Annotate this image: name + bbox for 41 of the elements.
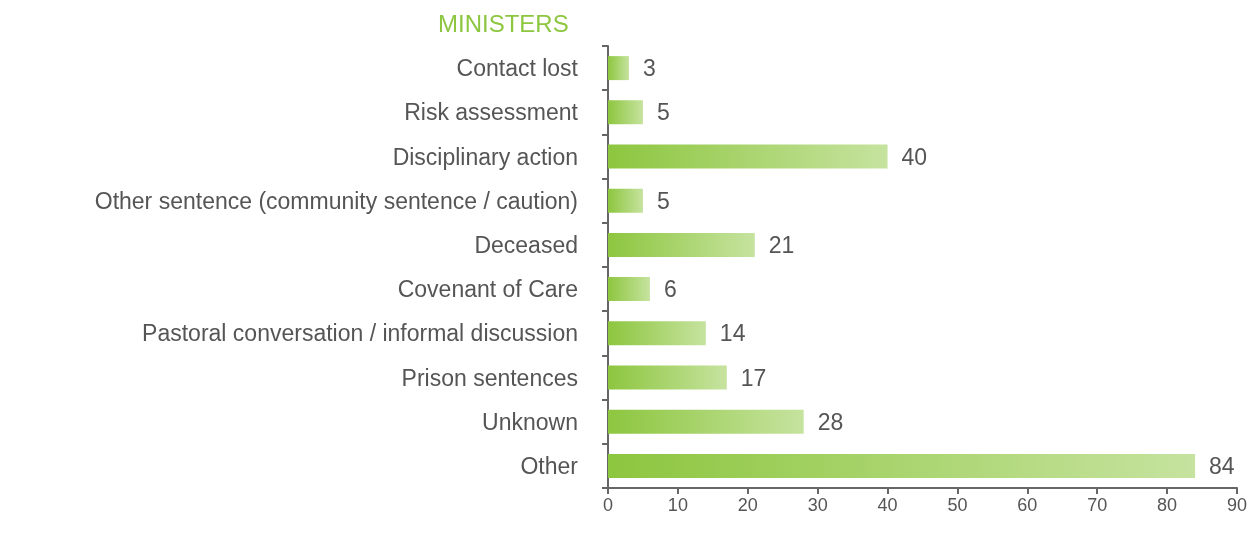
- x-tick-label: 20: [737, 495, 758, 515]
- x-tick-label: 30: [807, 495, 828, 515]
- data-label: 21: [768, 231, 795, 258]
- x-tick-label: 40: [877, 495, 898, 515]
- bar: [608, 321, 706, 346]
- y-tick-label: Pastoral conversation / informal discussion: [142, 320, 578, 347]
- data-label: 40: [901, 143, 928, 170]
- x-tick-label: 80: [1157, 495, 1178, 515]
- y-tick-label: Other: [520, 452, 579, 479]
- bar: [608, 144, 888, 169]
- data-label: 3: [642, 55, 656, 82]
- data-label: 5: [656, 99, 670, 126]
- y-tick-label: Prison sentences: [401, 364, 578, 391]
- x-tick-label: 50: [947, 495, 968, 515]
- bar: [608, 232, 755, 257]
- data-label: 84: [1209, 452, 1235, 479]
- data-label: 17: [740, 364, 767, 391]
- x-tick-label: 10: [667, 495, 688, 515]
- y-tick-label: Unknown: [482, 408, 578, 435]
- x-tick-label: 90: [1226, 495, 1248, 515]
- y-tick-label: Other sentence (community sentence / caution): [94, 187, 578, 214]
- x-tick-label: 70: [1087, 495, 1108, 515]
- y-tick-label: Risk assessment: [404, 99, 579, 126]
- y-tick-label: Deceased: [474, 231, 578, 258]
- x-tick-label: 0: [602, 495, 614, 515]
- bar: [608, 409, 804, 434]
- data-label: 6: [663, 276, 677, 303]
- y-tick-label: Covenant of Care: [397, 276, 578, 303]
- bar: [608, 453, 1196, 478]
- bar: [608, 100, 643, 125]
- bar: [608, 56, 629, 81]
- data-label: 5: [656, 187, 670, 214]
- data-label: 14: [719, 320, 746, 347]
- y-tick-label: Disciplinary action: [392, 143, 578, 170]
- chart-title: MINISTERS: [438, 9, 569, 37]
- y-tick-label: Contact lost: [456, 55, 579, 82]
- bar: [608, 277, 650, 302]
- bar: [608, 188, 643, 213]
- data-label: 28: [817, 408, 844, 435]
- bar: [608, 365, 727, 390]
- x-tick-label: 60: [1017, 495, 1038, 515]
